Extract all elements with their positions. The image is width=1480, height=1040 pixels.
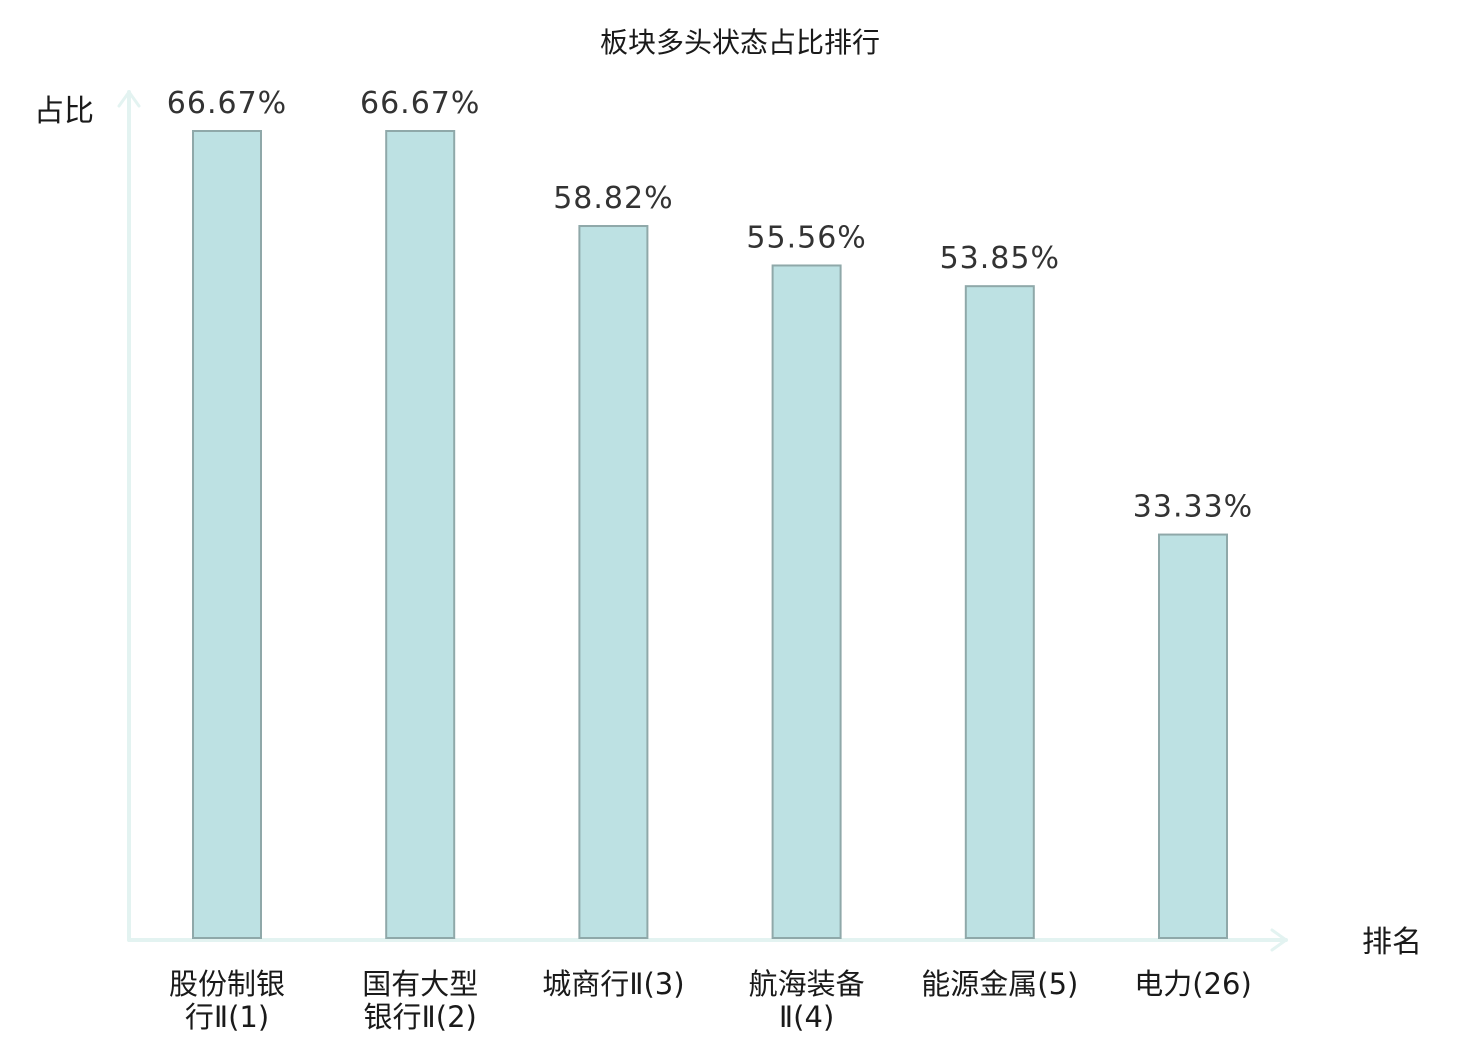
value-label: 66.67% (360, 86, 480, 121)
category-label: 电力(26) (1134, 967, 1252, 1001)
value-label: 58.82% (553, 181, 673, 216)
bar (964, 285, 1035, 939)
bar (1158, 533, 1228, 940)
value-label: 33.33% (1133, 490, 1253, 525)
category-label: 城商行Ⅱ(3) (542, 967, 684, 1001)
y-axis-label: 占比 (34, 94, 94, 129)
bar (192, 130, 262, 939)
category-label: 国有大型 (362, 967, 478, 1001)
axes (117, 90, 1288, 952)
x-axis-arrow-icon (1270, 928, 1288, 952)
chart-title: 板块多头状态占比排行 (600, 26, 880, 59)
bar (578, 225, 649, 940)
category-label: 行Ⅱ(1) (185, 1000, 269, 1034)
category-label: Ⅱ(4) (779, 1000, 834, 1034)
value-label: 53.85% (940, 241, 1060, 276)
category-label: 银行Ⅱ(2) (364, 1000, 477, 1034)
y-axis-arrow-icon (117, 90, 141, 108)
category-label: 航海装备 (749, 967, 865, 1001)
value-label: 66.67% (167, 86, 287, 121)
category-label: 股份制银 (169, 967, 285, 1001)
value-labels: 66.67% 66.67% 58.82% 55.56% 53.85% 33.33% (167, 86, 1253, 525)
bar (771, 264, 842, 940)
category-label: 能源金属(5) (921, 967, 1078, 1001)
bar (385, 130, 456, 939)
value-label: 55.56% (746, 220, 866, 255)
bar-series (192, 130, 1228, 940)
x-axis-label: 排名 (1362, 925, 1422, 960)
